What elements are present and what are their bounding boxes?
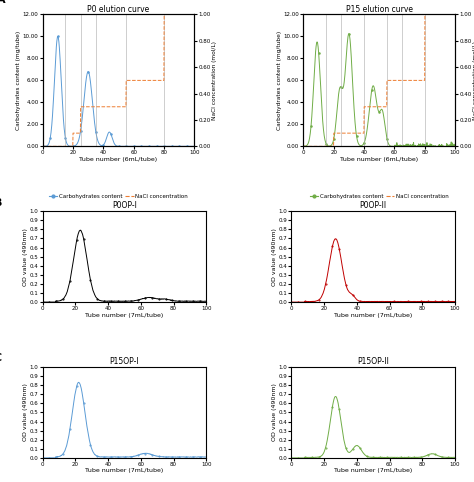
X-axis label: Tube number (7mL/tube): Tube number (7mL/tube): [85, 469, 164, 473]
Legend: Carbohydrates content, NaCl concentration: Carbohydrates content, NaCl concentratio…: [308, 192, 451, 201]
Title: P0OP-II: P0OP-II: [360, 201, 387, 210]
Y-axis label: OD value (490nm): OD value (490nm): [23, 384, 28, 442]
Y-axis label: Carbohydrates content (mg/tube): Carbohydrates content (mg/tube): [277, 31, 282, 130]
Y-axis label: OD value (490nm): OD value (490nm): [23, 228, 28, 285]
X-axis label: Tube number (6mL/tube): Tube number (6mL/tube): [80, 157, 157, 162]
Text: A: A: [0, 0, 6, 5]
Y-axis label: NaCl concentration (mol/L): NaCl concentration (mol/L): [473, 41, 474, 120]
X-axis label: Tube number (7mL/tube): Tube number (7mL/tube): [85, 313, 164, 318]
Text: B: B: [0, 198, 2, 208]
Legend: Carbohydrates content, NaCl concentration: Carbohydrates content, NaCl concentratio…: [47, 192, 190, 201]
Title: P0 elution curve: P0 elution curve: [87, 5, 150, 13]
Y-axis label: NaCl concentration (mol/L): NaCl concentration (mol/L): [212, 41, 217, 120]
Title: P15OP-I: P15OP-I: [109, 357, 139, 366]
Title: P15OP-II: P15OP-II: [357, 357, 389, 366]
X-axis label: Tube number (7mL/tube): Tube number (7mL/tube): [334, 469, 412, 473]
Text: C: C: [0, 353, 2, 363]
Y-axis label: OD value (490nm): OD value (490nm): [272, 228, 277, 285]
X-axis label: Tube number (6mL/tube): Tube number (6mL/tube): [340, 157, 418, 162]
Y-axis label: Carbohydrates content (mg/tube): Carbohydrates content (mg/tube): [17, 31, 21, 130]
X-axis label: Tube number (7mL/tube): Tube number (7mL/tube): [334, 313, 412, 318]
Y-axis label: OD value (490nm): OD value (490nm): [272, 384, 277, 442]
Title: P0OP-I: P0OP-I: [112, 201, 137, 210]
Title: P15 elution curve: P15 elution curve: [346, 5, 413, 13]
